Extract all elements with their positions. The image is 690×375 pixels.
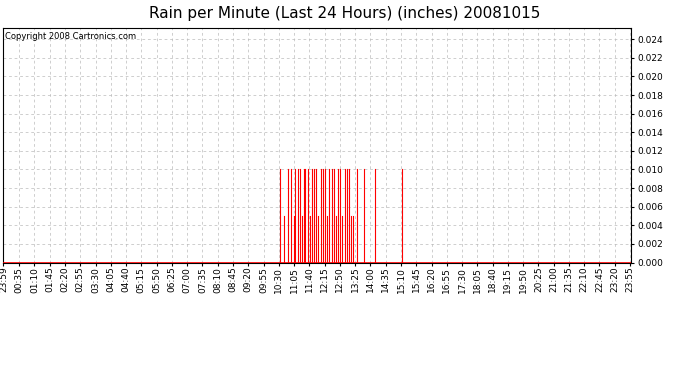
Text: Rain per Minute (Last 24 Hours) (inches) 20081015: Rain per Minute (Last 24 Hours) (inches)…	[149, 6, 541, 21]
Text: Copyright 2008 Cartronics.com: Copyright 2008 Cartronics.com	[5, 32, 136, 40]
